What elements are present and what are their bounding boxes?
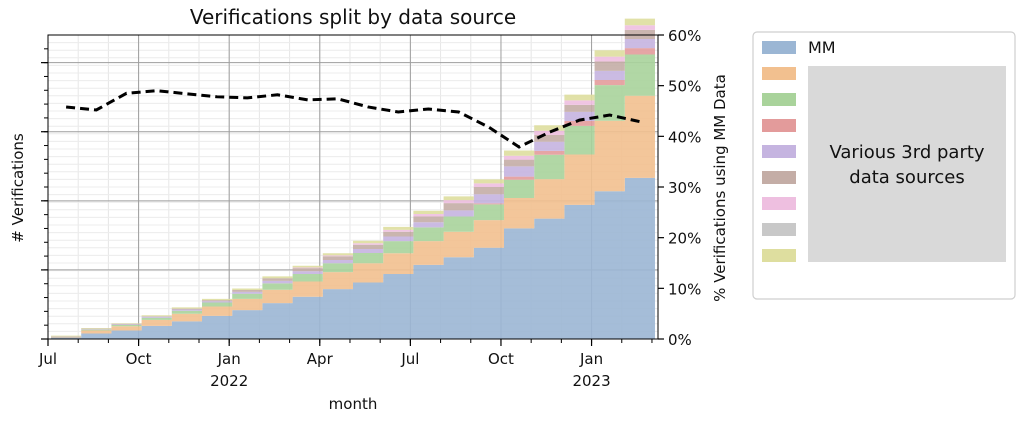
y2-tick-label: 60% [668, 27, 701, 45]
legend-group-note-line1: Various 3rd party [829, 142, 984, 163]
legend-swatch [762, 145, 796, 158]
legend-label: MM [808, 38, 836, 57]
legend-group-note-line2: data sources [849, 167, 964, 188]
y2-tick-label: 10% [668, 280, 701, 298]
x-axis-label: month [329, 395, 378, 413]
legend-swatch [762, 223, 796, 236]
axes: 0% 10% 20% 30% 40% 50% 60% Jul Oct Jan 2022 Apr Jul O… [38, 27, 701, 390]
x-tick-year-label: 2022 [210, 372, 248, 390]
x-tick-label: Oct [126, 350, 152, 368]
legend-swatch [762, 67, 796, 80]
y-axis-label: # Verifications [9, 133, 27, 243]
legend: MM Various 3rd party data sources [752, 31, 1016, 300]
x-tick-label: Oct [488, 350, 514, 368]
legend-swatch [762, 41, 796, 54]
legend-swatch [762, 119, 796, 132]
legend-swatch [762, 249, 796, 262]
legend-swatch [762, 171, 796, 184]
area-series-source-8 [51, 18, 655, 336]
x-tick-label: Apr [307, 350, 334, 368]
x-tick-label: Jul [400, 350, 419, 368]
mm-percentage-line-layer [65, 89, 641, 149]
legend-swatch [762, 197, 796, 210]
y2-tick-label: 50% [668, 78, 701, 96]
y2-tick-label: 0% [668, 331, 692, 349]
mm-percentage-line [65, 89, 641, 149]
stacked-areas [51, 18, 655, 339]
x-tick-label: Jan [579, 350, 603, 368]
legend-swatch [762, 93, 796, 106]
chart-title: Verifications split by data source [190, 5, 516, 29]
y2-tick-label: 30% [668, 179, 701, 197]
x-tick-label: Jan [217, 350, 241, 368]
y2-tick-label: 40% [668, 128, 701, 146]
legend-group-box [808, 66, 1006, 262]
y2-tick-label: 20% [668, 230, 701, 248]
x-tick-label: Jul [38, 350, 57, 368]
x-tick-year-label: 2023 [572, 372, 610, 390]
area-series-source-1 [51, 95, 655, 338]
y2-axis-label: % Verifications using MM Data [711, 74, 729, 302]
area-series-MM [51, 177, 655, 339]
